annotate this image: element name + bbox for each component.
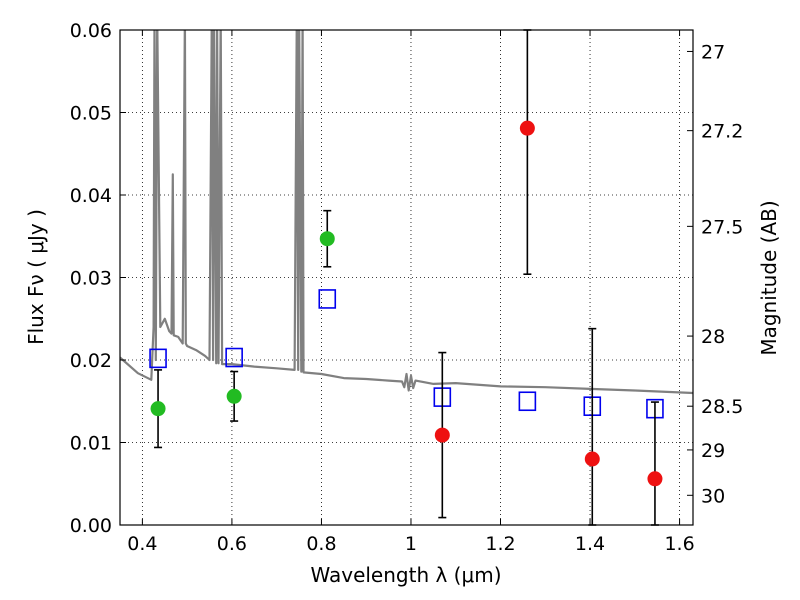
series [120, 30, 693, 395]
detection-point [434, 427, 450, 443]
model-photometry-square [149, 348, 167, 369]
y2-tick-label: 28.5 [701, 396, 743, 418]
y2-tick-label: 29 [701, 440, 725, 462]
y2-tick-label: 27.5 [701, 216, 743, 238]
model-photometry-square [318, 289, 337, 309]
y2-axis-label: Magnitude (AB) [757, 200, 781, 355]
markers [149, 29, 664, 526]
x-axis-label: Wavelength λ (μm) [310, 563, 501, 587]
detection-point [150, 401, 166, 417]
ticks: 0.4 0.6 0.8 1 1.2 1.4 1.6 0.00 0.01 0.02 0.03 0.04 0… [70, 20, 744, 555]
y-axis-label: Flux Fν ( μJy ) [24, 209, 48, 345]
detection-point [647, 471, 663, 487]
model-spectrum-line [120, 30, 693, 395]
y2-tick-label: 27.2 [701, 121, 743, 143]
y-tick-label: 0.04 [70, 185, 112, 207]
plot-area [120, 30, 693, 525]
x-tick-label: 1.6 [664, 533, 694, 555]
model-photometry-square [225, 347, 243, 368]
grid [120, 29, 693, 526]
y2-tick-label: 28 [701, 326, 725, 348]
y-tick-label: 0.01 [70, 433, 112, 455]
detection-point [519, 120, 535, 136]
x-tick-label: 0.4 [127, 533, 157, 555]
detection-point [584, 451, 600, 467]
model-photometry-square [518, 391, 537, 412]
x-tick-label: 0.6 [217, 533, 247, 555]
x-tick-label: 1.4 [575, 533, 605, 555]
y2-tick-label: 30 [701, 485, 725, 507]
detection-point [226, 388, 242, 404]
y-tick-label: 0.02 [70, 350, 112, 372]
y-tick-label: 0.03 [70, 268, 112, 290]
detection-point [319, 231, 335, 247]
y2-tick-label: 27 [701, 41, 725, 63]
y-tick-label: 0.00 [70, 515, 112, 537]
x-tick-label: 1.2 [485, 533, 515, 555]
x-tick-label: 0.8 [306, 533, 336, 555]
y-tick-label: 0.06 [70, 20, 112, 42]
y-tick-label: 0.05 [70, 103, 112, 125]
x-tick-label: 1 [405, 533, 417, 555]
